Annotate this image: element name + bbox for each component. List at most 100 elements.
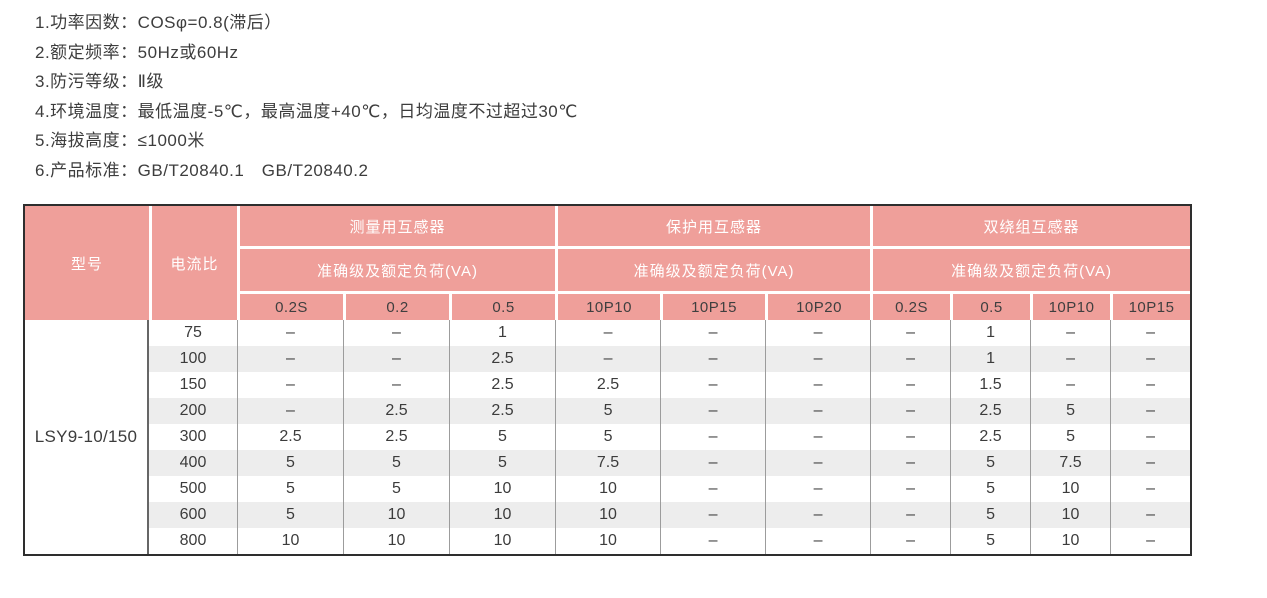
value-cell: 2.5 — [237, 424, 343, 450]
value-cell: – — [870, 476, 951, 502]
value-cell: – — [660, 398, 766, 424]
table-row: 800 10 10 10 10– – –5 10– — [25, 528, 1191, 554]
value-cell: 7.5 — [1030, 450, 1111, 476]
value-cell: – — [1030, 346, 1111, 372]
group-header-dual-winding-transformer: 双绕组互感器 — [870, 206, 1191, 249]
value-cell: – — [870, 450, 951, 476]
value-cell: – — [1110, 398, 1191, 424]
value-cell: 1 — [950, 320, 1031, 346]
value-cell: – — [660, 346, 766, 372]
value-cell: 10 — [1030, 476, 1111, 502]
value-cell: – — [870, 528, 951, 554]
value-cell: – — [660, 450, 766, 476]
subheader-accuracy-rated-load-dual: 准确级及额定负荷(VA) — [870, 249, 1191, 294]
group-header-measuring-transformer: 测量用互感器 — [237, 206, 556, 249]
value-cell: – — [343, 320, 449, 346]
class-header-protection-10p15: 10P15 — [660, 294, 766, 320]
value-cell: 7.5 — [555, 450, 661, 476]
value-cell: 2.5 — [950, 398, 1031, 424]
value-cell: 10 — [1030, 502, 1111, 528]
value-cell: – — [1110, 450, 1191, 476]
subheader-accuracy-rated-load-protection: 准确级及额定负荷(VA) — [555, 249, 871, 294]
value-cell: – — [765, 476, 871, 502]
class-header-dual-10p10: 10P10 — [1030, 294, 1111, 320]
value-cell: – — [1110, 424, 1191, 450]
class-header-dual-10p15: 10P15 — [1110, 294, 1191, 320]
value-cell: 2.5 — [343, 398, 449, 424]
note-pollution-class: 3.防污等级：Ⅱ级 — [35, 72, 165, 91]
spec-table-body: LSY9-10/150 75– –1– – – –1– –100– –2.5– – – –1– –15… — [25, 320, 1191, 554]
value-cell: 2.5 — [449, 398, 556, 424]
value-cell: – — [870, 502, 951, 528]
value-cell: 10 — [343, 528, 449, 554]
note-product-standard: 6.产品标准：GB/T20840.1 GB/T20840.2 — [35, 160, 369, 180]
value-cell: 10 — [555, 528, 661, 554]
value-cell: – — [765, 372, 871, 398]
value-cell: 10 — [449, 528, 556, 554]
class-header-dual-02s: 0.2S — [870, 294, 951, 320]
value-cell: – — [343, 346, 449, 372]
value-cell: – — [660, 424, 766, 450]
value-cell: – — [237, 372, 343, 398]
value-cell: – — [555, 346, 661, 372]
value-cell: – — [1110, 476, 1191, 502]
value-cell: – — [765, 424, 871, 450]
value-cell: – — [765, 346, 871, 372]
table-row: 200–2.5 2.5 5– – –2.5 5– — [25, 398, 1191, 424]
current-ratio-cell: 200 — [149, 398, 237, 424]
value-cell: – — [660, 320, 766, 346]
value-cell: 10 — [555, 502, 661, 528]
current-ratio-cell: 300 — [149, 424, 237, 450]
value-cell: – — [555, 320, 661, 346]
current-ratio-cell: 600 — [149, 502, 237, 528]
spec-notes: 1.功率因数：COSφ=0.8(滞后） 2.额定频率：50Hz或60Hz 3.防… — [35, 8, 578, 185]
value-cell: 10 — [449, 476, 556, 502]
spec-table-container: 型号 电流比 测量用互感器 保护用互感器 双绕组互感器 准确级及额定负荷(VA)… — [23, 204, 1192, 556]
value-cell: – — [660, 476, 766, 502]
note-rated-frequency: 2.额定频率：50Hz或60Hz — [35, 42, 239, 62]
value-cell: 5 — [1030, 424, 1111, 450]
value-cell: 5 — [343, 476, 449, 502]
table-row: 300 2.5 2.5 5 5– – –2.5 5– — [25, 424, 1191, 450]
value-cell: 5 — [449, 450, 556, 476]
class-header-measuring-02: 0.2 — [343, 294, 449, 320]
value-cell: 5 — [449, 424, 556, 450]
value-cell: 5 — [237, 450, 343, 476]
value-cell: – — [765, 502, 871, 528]
current-ratio-cell: 400 — [149, 450, 237, 476]
value-cell: – — [1110, 502, 1191, 528]
value-cell: 10 — [1030, 528, 1111, 554]
column-header-current-ratio: 电流比 — [149, 206, 237, 320]
value-cell: 5 — [555, 424, 661, 450]
value-cell: – — [660, 528, 766, 554]
value-cell: – — [660, 372, 766, 398]
header-row-accuracy-classes: 0.2S 0.2 0.5 10P10 10P15 10P20 0.2S 0.5 … — [25, 294, 1191, 320]
value-cell: 10 — [449, 502, 556, 528]
value-cell: – — [1110, 528, 1191, 554]
class-header-protection-10p10: 10P10 — [555, 294, 661, 320]
value-cell: – — [1110, 320, 1191, 346]
note-power-factor: 1.功率因数：COSφ=0.8(滞后） — [35, 13, 282, 32]
value-cell: – — [660, 502, 766, 528]
value-cell: – — [237, 320, 343, 346]
value-cell: – — [870, 346, 951, 372]
value-cell: 1 — [950, 346, 1031, 372]
class-header-measuring-02s: 0.2S — [237, 294, 343, 320]
spec-table: 型号 电流比 测量用互感器 保护用互感器 双绕组互感器 准确级及额定负荷(VA)… — [25, 206, 1191, 554]
value-cell: – — [765, 320, 871, 346]
value-cell: 10 — [555, 476, 661, 502]
table-row: 600 5 10 10 10– – –5 10– — [25, 502, 1191, 528]
group-header-protection-transformer: 保护用互感器 — [555, 206, 871, 249]
subheader-accuracy-rated-load-measuring: 准确级及额定负荷(VA) — [237, 249, 556, 294]
value-cell: – — [237, 346, 343, 372]
value-cell: 5 — [343, 450, 449, 476]
current-ratio-cell: 500 — [149, 476, 237, 502]
table-row: 500 5 5 10 10– – –5 10– — [25, 476, 1191, 502]
value-cell: 2.5 — [449, 372, 556, 398]
class-header-measuring-05: 0.5 — [449, 294, 556, 320]
value-cell: – — [870, 372, 951, 398]
value-cell: – — [870, 424, 951, 450]
class-header-dual-05: 0.5 — [950, 294, 1031, 320]
value-cell: 5 — [555, 398, 661, 424]
value-cell: – — [870, 398, 951, 424]
